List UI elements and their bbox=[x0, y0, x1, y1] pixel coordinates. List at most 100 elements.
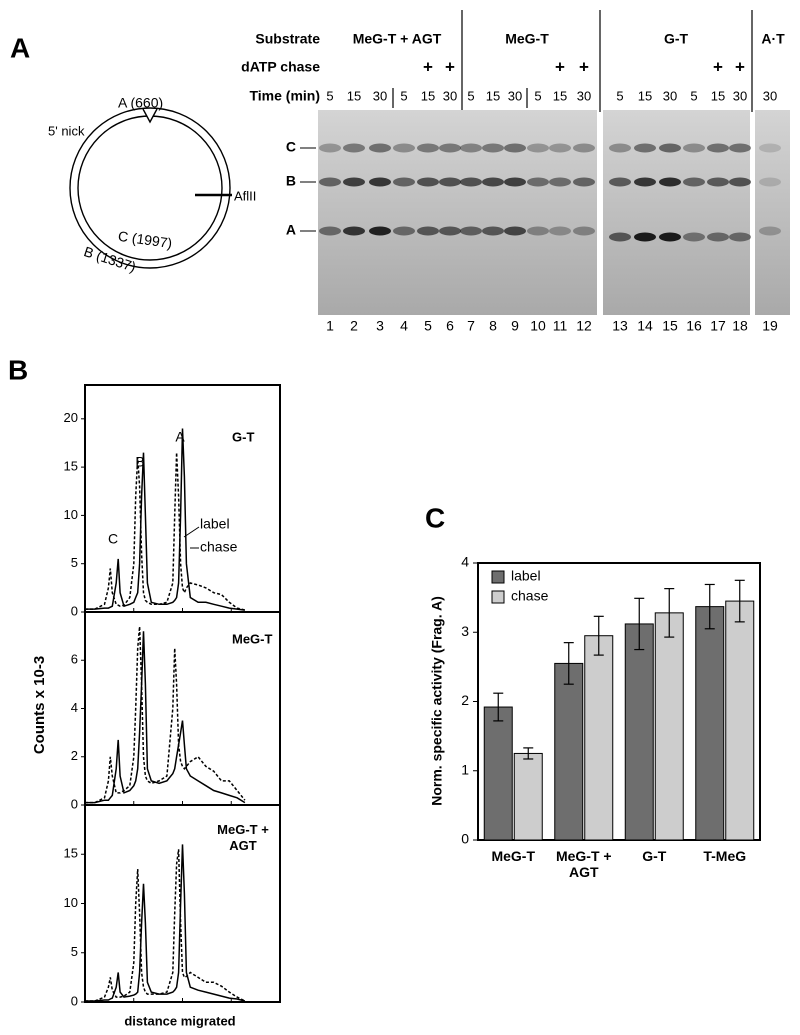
gel-band bbox=[417, 226, 439, 236]
peak-label: C bbox=[108, 531, 118, 547]
gel-band bbox=[573, 177, 595, 187]
gel-band bbox=[527, 177, 549, 187]
lane-number: 9 bbox=[511, 318, 519, 334]
plasmid-label: 5' nick bbox=[48, 123, 85, 138]
gel-band bbox=[573, 143, 595, 153]
chase-label: + bbox=[555, 57, 565, 76]
peak-label: A bbox=[175, 429, 185, 445]
gel-band bbox=[609, 232, 631, 242]
substrate-group: MeG-T bbox=[505, 31, 549, 47]
panel-label: C bbox=[425, 502, 445, 533]
time-label: 30 bbox=[508, 88, 522, 103]
gel-band bbox=[683, 143, 705, 153]
gel-band bbox=[343, 177, 365, 187]
band-label: C bbox=[286, 139, 296, 155]
gel-band bbox=[549, 177, 571, 187]
y-tick-label: 1 bbox=[461, 761, 469, 777]
gel-band bbox=[369, 177, 391, 187]
gel-band bbox=[729, 143, 751, 153]
nick-notch bbox=[142, 108, 158, 124]
lane-number: 1 bbox=[326, 318, 334, 334]
gel-band bbox=[319, 177, 341, 187]
y-tick-label: 15 bbox=[64, 459, 78, 474]
lane-number: 12 bbox=[576, 318, 592, 334]
lane-number: 7 bbox=[467, 318, 475, 334]
lane-number: 19 bbox=[762, 318, 778, 334]
y-tick-label: 0 bbox=[461, 831, 469, 847]
time-label: 5 bbox=[326, 88, 333, 103]
gel-band bbox=[460, 226, 482, 236]
time-label: 15 bbox=[711, 88, 725, 103]
gel-band bbox=[439, 143, 461, 153]
gel-band bbox=[549, 226, 571, 236]
gel-band bbox=[417, 177, 439, 187]
lane-number: 3 bbox=[376, 318, 384, 334]
plasmid bbox=[69, 107, 232, 269]
y-tick-label: 6 bbox=[71, 652, 78, 667]
bar bbox=[695, 606, 725, 841]
plasmid-label: A (660) bbox=[118, 95, 163, 111]
panel-label: A bbox=[10, 32, 30, 63]
gel-band bbox=[659, 232, 681, 242]
gel-band bbox=[319, 143, 341, 153]
y-tick-label: 0 bbox=[71, 603, 78, 618]
x-tick-label: T-MeG bbox=[703, 848, 747, 864]
y-tick-label: 10 bbox=[64, 507, 78, 522]
x-tick-label: MeG-T + AGT bbox=[555, 848, 612, 880]
substrate-group: MeG-T + AGT bbox=[353, 31, 442, 47]
leader bbox=[183, 526, 200, 538]
lane-number: 15 bbox=[662, 318, 678, 334]
time-label: 5 bbox=[690, 88, 697, 103]
gel-band bbox=[659, 143, 681, 153]
time-label: 15 bbox=[421, 88, 435, 103]
time-label: 30 bbox=[763, 88, 777, 103]
header-label: Time (min) bbox=[249, 88, 320, 104]
bar bbox=[654, 612, 684, 841]
time-label: 5 bbox=[534, 88, 541, 103]
y-tick-label: 15 bbox=[64, 846, 78, 861]
x-tick-label: G-T bbox=[642, 848, 667, 864]
panel-title: MeG-T + AGT bbox=[217, 822, 269, 853]
chase-label: + bbox=[713, 57, 723, 76]
time-label: 5 bbox=[467, 88, 474, 103]
y-tick-label: 4 bbox=[71, 700, 78, 715]
gel-band bbox=[482, 143, 504, 153]
separators bbox=[392, 10, 753, 112]
legend-label: chase bbox=[511, 588, 549, 604]
gel-band bbox=[504, 226, 526, 236]
plasmid-label: C (1997) bbox=[117, 228, 173, 251]
gel-band bbox=[393, 177, 415, 187]
panel-title: G-T bbox=[232, 429, 254, 444]
y-tick-label: 5 bbox=[71, 555, 78, 570]
y-tick-label: 4 bbox=[461, 554, 469, 570]
bar bbox=[554, 662, 584, 841]
y-tick-label: 0 bbox=[71, 993, 78, 1008]
gel-band bbox=[707, 143, 729, 153]
y-tick-label: 20 bbox=[64, 410, 78, 425]
y-axis-label: Norm. specific activity (Frag. A) bbox=[429, 596, 445, 806]
y-tick-label: 0 bbox=[71, 796, 78, 811]
plasmid-label: AflII bbox=[234, 188, 256, 203]
gel-band bbox=[707, 232, 729, 242]
gel-band bbox=[729, 232, 751, 242]
time-label: 30 bbox=[373, 88, 387, 103]
gel-image bbox=[603, 110, 750, 315]
lane-number: 17 bbox=[710, 318, 726, 334]
gel-band bbox=[343, 226, 365, 236]
time-label: 5 bbox=[400, 88, 407, 103]
panel-title: MeG-T bbox=[232, 631, 273, 646]
substrate-group: G-T bbox=[664, 31, 689, 47]
gel-band bbox=[683, 232, 705, 242]
time-label: 5 bbox=[616, 88, 623, 103]
lane-number: 11 bbox=[553, 318, 568, 334]
time-label: 30 bbox=[733, 88, 747, 103]
header-label: Substrate bbox=[255, 31, 320, 47]
lane-number: 18 bbox=[732, 318, 748, 334]
band-label: B bbox=[286, 173, 296, 189]
time-label: 30 bbox=[577, 88, 591, 103]
gel-band bbox=[343, 143, 365, 153]
gel-band bbox=[504, 177, 526, 187]
legend-swatch bbox=[491, 570, 505, 584]
gel-band bbox=[759, 143, 781, 153]
